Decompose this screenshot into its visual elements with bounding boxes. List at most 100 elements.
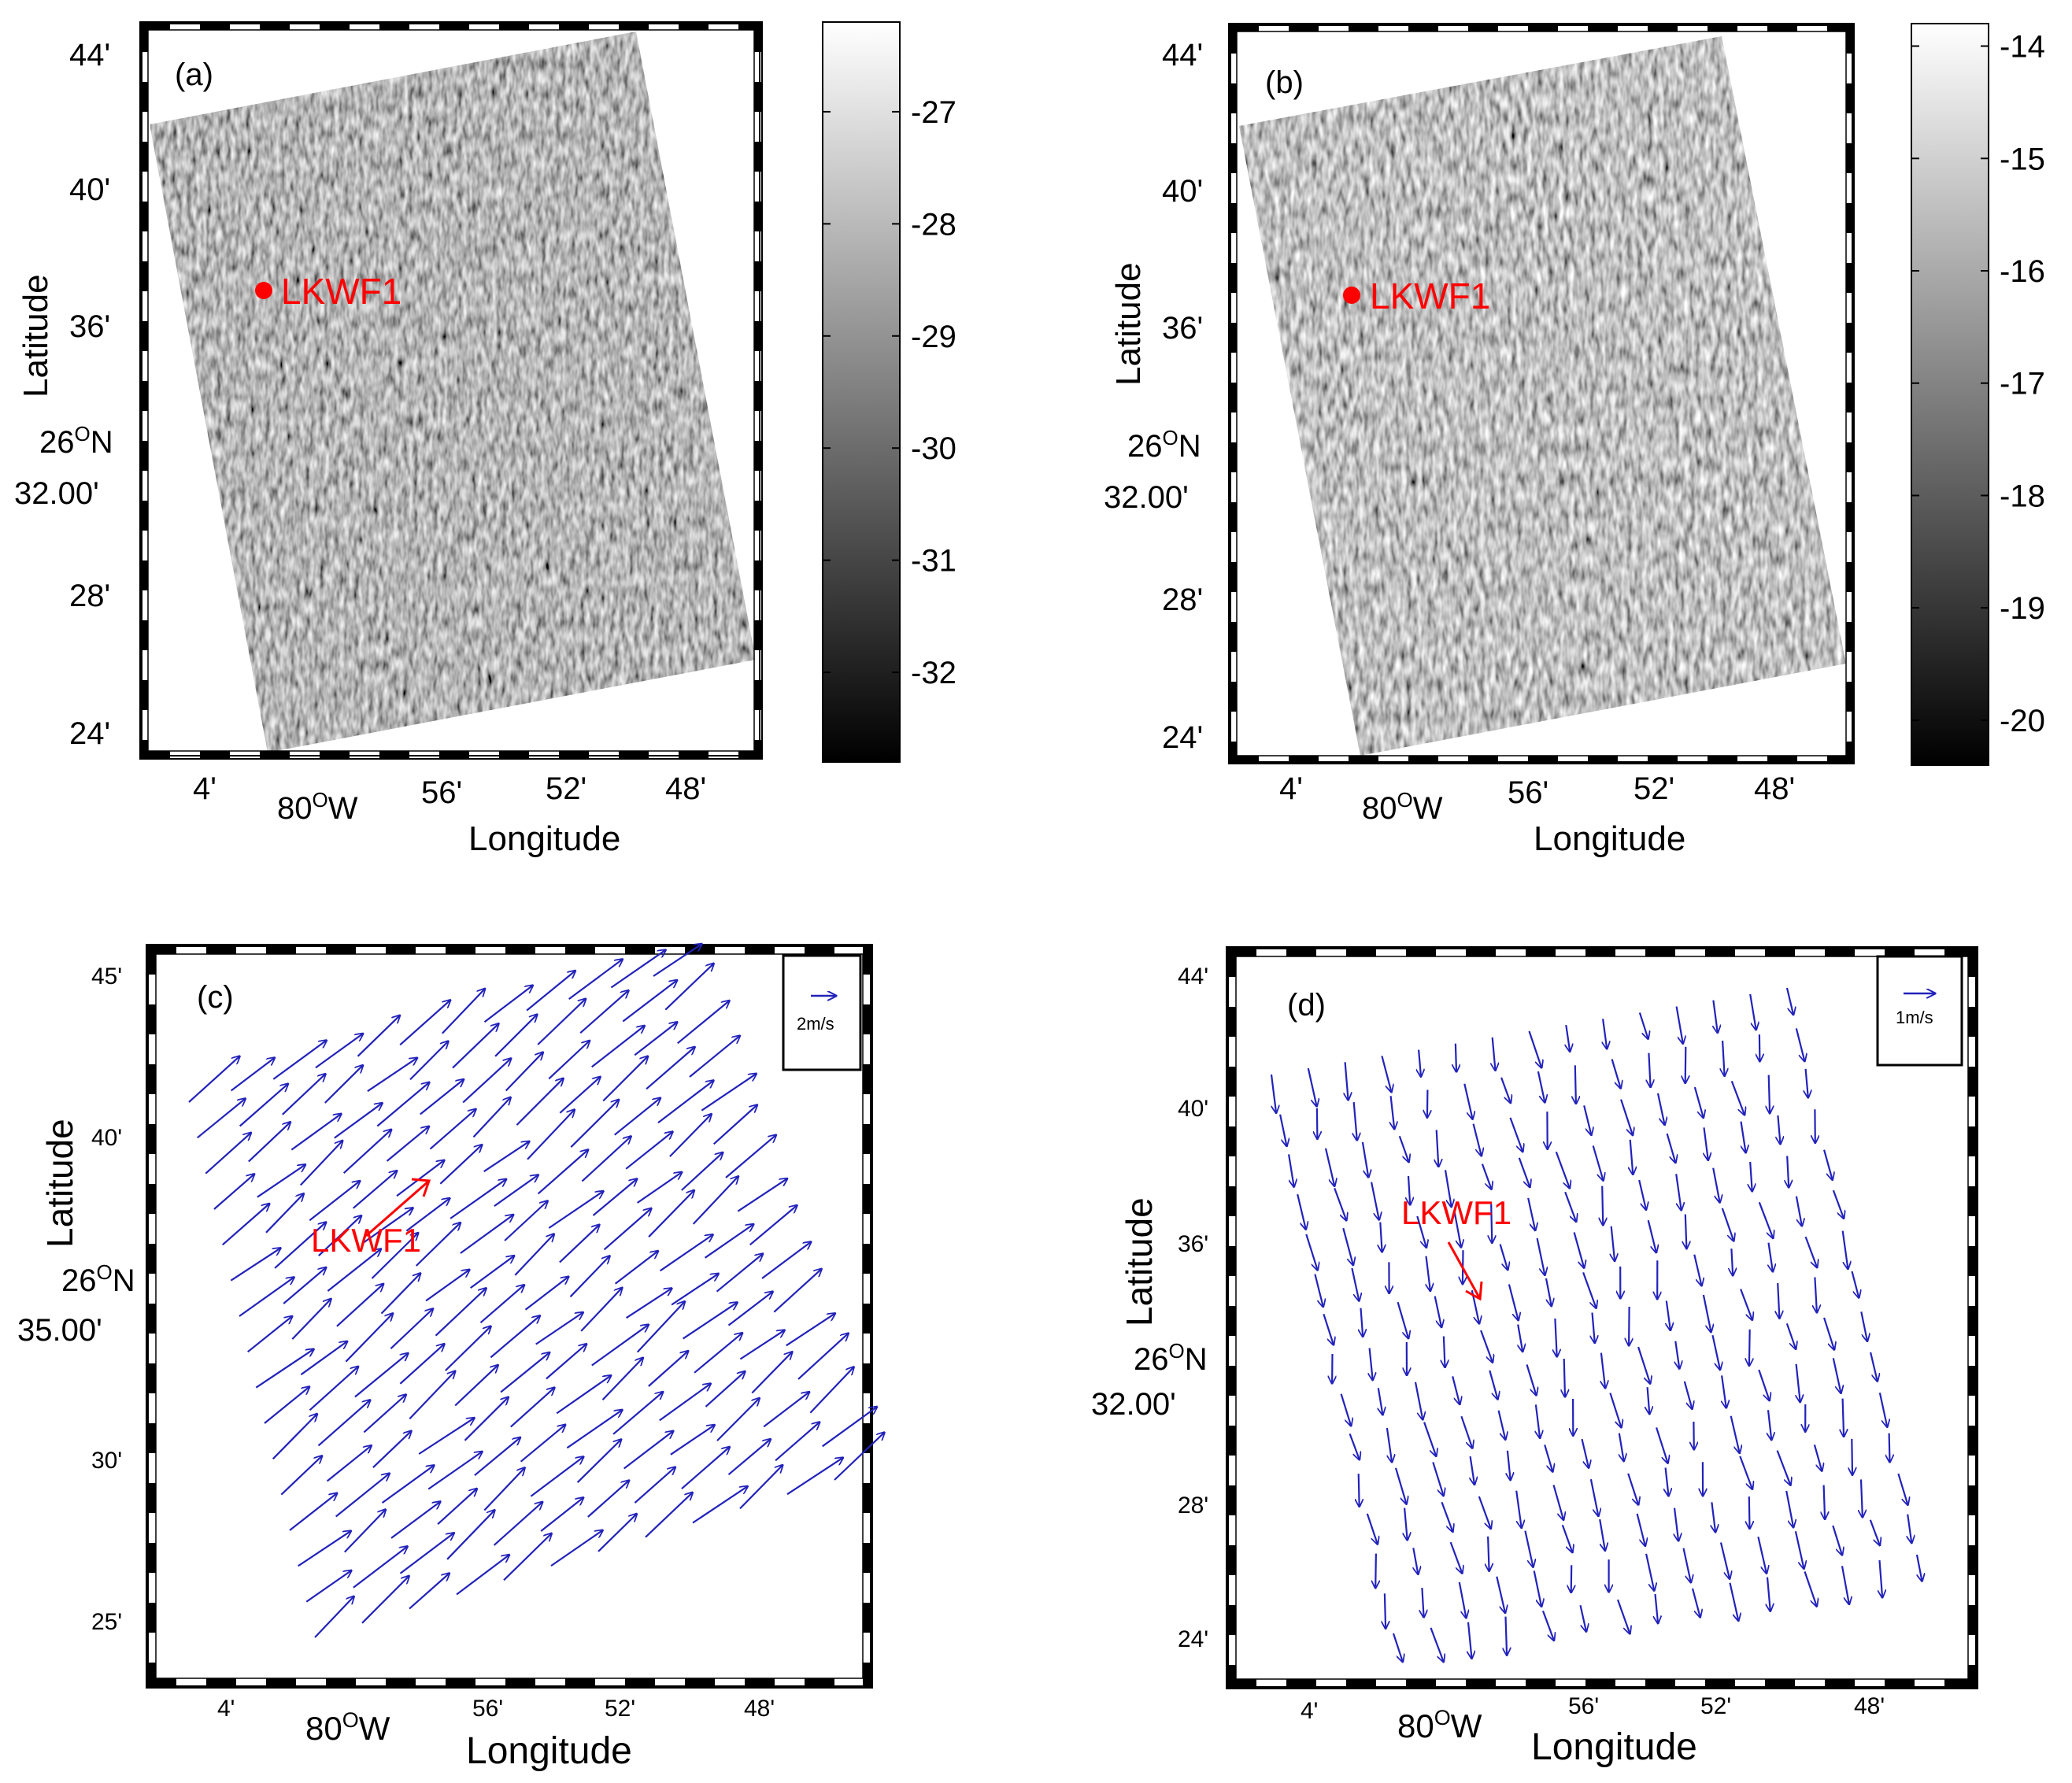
vector-arrow [1555,1151,1570,1188]
colorbar-tick-label: -29 [911,320,956,354]
border-segment [1846,24,1854,54]
border-segment [146,1603,156,1633]
panel-a: (a) LKWF1 44' 40' 36' 26ON 32.00' 28' 24… [14,21,956,858]
vector-arrow [357,1015,400,1057]
vector-arrow [409,1371,455,1420]
panel-b-xtick-52: 52' [1634,771,1674,806]
vector-arrow [371,1233,419,1279]
vector-arrow [274,1223,326,1269]
border-segment [679,22,709,30]
vector-arrow [1394,1467,1407,1504]
vector-arrow [1796,1363,1800,1403]
panel-c-vectors [188,944,885,1638]
vector-arrow [367,1058,417,1093]
border-segment [1229,83,1237,113]
vector-arrow [653,944,702,977]
vector-arrow [1685,1214,1687,1249]
border-segment [1466,947,1496,956]
vector-arrow [636,1172,683,1204]
vector-arrow [1731,1248,1733,1275]
border-segment [1827,756,1854,764]
vector-arrow [1297,1193,1306,1230]
vector-arrow [681,1152,723,1191]
vector-arrow [1536,1237,1545,1275]
border-segment [140,321,148,351]
vector-arrow [1398,1135,1409,1162]
vector-arrow [1776,1450,1791,1485]
border-segment [140,740,148,759]
border-segment [1346,947,1376,956]
vector-arrow [1750,1161,1752,1191]
vector-arrow [1371,1182,1379,1220]
panel-b-xtick-main: 80OW [1362,788,1443,826]
vector-arrow [1785,1490,1793,1527]
border-segment [1526,1679,1556,1689]
vector-arrow [1693,1254,1701,1286]
vector-arrow [591,1325,649,1367]
vector-arrow [290,1114,341,1151]
vector-arrow [1589,1478,1599,1516]
border-segment [379,751,409,759]
border-segment [863,1543,872,1573]
border-segment [1349,756,1378,764]
vector-arrow [591,1026,645,1068]
panel-d-ytick-main: 26ON 32.00' [1091,1339,1208,1422]
panel-c-border-ticks [146,944,873,1689]
vector-arrow [1832,1358,1841,1393]
vector-arrow [664,964,713,1011]
vector-arrow [1449,1541,1463,1574]
border-segment [1227,1186,1236,1216]
border-segment [1406,1679,1436,1689]
vector-arrow [1721,1208,1734,1241]
border-segment [266,945,296,954]
border-segment [1468,24,1498,31]
border-segment [1968,1246,1978,1276]
border-segment [1708,756,1737,764]
vector-arrow [500,1352,549,1393]
border-segment [754,560,762,590]
vector-arrow [1545,1278,1552,1306]
panel-c-buoy-label: LKWF1 [311,1222,421,1259]
border-segment [754,202,762,231]
vector-arrow [540,1497,583,1532]
panel-c-xtick-4: 4' [217,1696,235,1722]
panel-a-colorbar-ticks: -27 -28 -29 -30 -31 -32 [823,95,956,690]
vector-arrow [739,1465,783,1510]
border-segment [146,1423,156,1453]
border-segment [1648,24,1678,31]
vector-arrow [1386,1427,1392,1463]
vector-arrow [1444,1170,1452,1207]
vector-arrow [317,1400,371,1447]
vector-arrow [751,1352,792,1394]
border-segment [386,945,416,954]
vector-arrow [1711,1502,1715,1532]
vector-arrow [623,1431,674,1470]
vector-arrow [327,1249,381,1292]
vector-arrow [315,1034,363,1069]
vector-arrow [1528,1030,1542,1067]
vector-arrow [380,1274,421,1315]
vector-arrow [1579,1605,1587,1631]
border-segment [1286,1679,1316,1689]
vector-arrow [503,1533,552,1581]
vector-arrow [1349,1433,1360,1459]
vector-arrow [1637,1346,1650,1384]
vector-arrow [634,1022,677,1056]
border-segment [754,441,762,471]
vector-arrow [1500,1077,1511,1103]
vector-arrow [587,1481,629,1518]
border-segment [1229,143,1237,173]
border-segment [1968,1485,1978,1515]
vector-arrow [1656,1593,1659,1623]
panel-a-label: (a) [175,57,213,92]
border-segment [200,22,230,30]
border-segment [1885,1679,1915,1689]
vector-arrow [446,1510,494,1560]
vector-arrow [326,1445,372,1482]
border-segment [754,680,762,710]
border-segment [1588,24,1618,31]
panel-d-ytick-36: 36' [1178,1231,1208,1257]
vector-arrow [1381,1056,1391,1092]
vector-arrow [669,1114,712,1157]
border-segment [140,680,148,710]
